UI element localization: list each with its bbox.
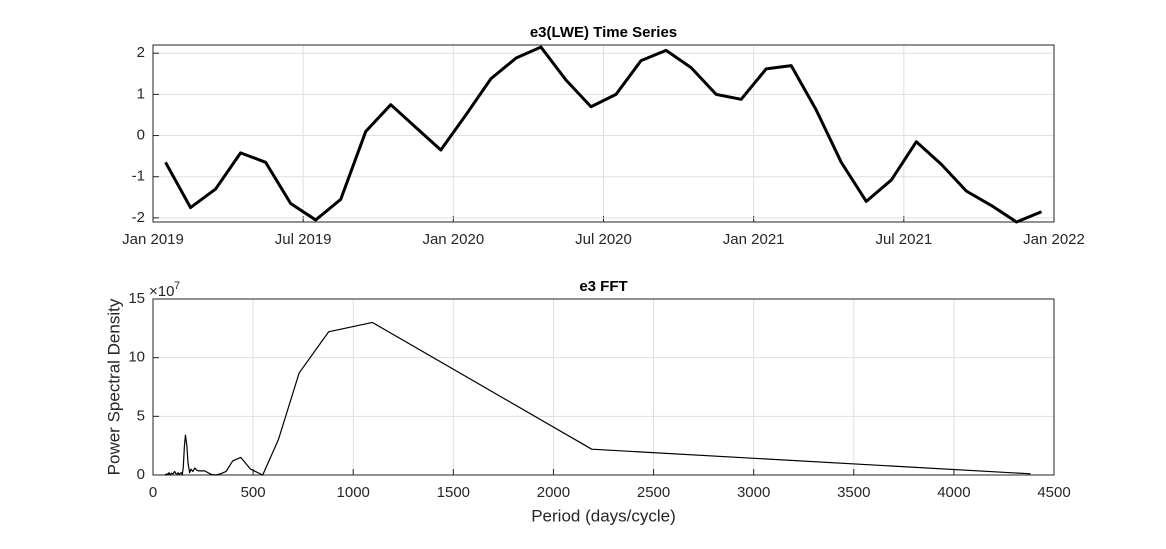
y-tick-label: 5 — [137, 407, 145, 424]
chart-title: e3 FFT — [579, 278, 627, 295]
y-axis-label: Power Spectral Density — [104, 298, 123, 475]
x-tick-label: Jan 2021 — [723, 231, 785, 248]
data-line — [164, 45, 1043, 224]
chart-title: e3(LWE) Time Series — [530, 24, 677, 41]
x-tick-label: Jul 2019 — [275, 231, 332, 248]
x-axis-label: Period (days/cycle) — [531, 506, 676, 525]
y-tick-label: 15 — [128, 290, 145, 307]
x-tick-label: 2500 — [637, 484, 670, 501]
x-tick-label: 1000 — [337, 484, 370, 501]
x-tick-label: 2000 — [537, 484, 570, 501]
x-tick-label: Jan 2022 — [1023, 231, 1085, 248]
data-line — [164, 321, 1031, 476]
x-tick-label: 500 — [241, 484, 266, 501]
axes-box — [152, 298, 1055, 476]
y-tick-label: 2 — [137, 44, 145, 61]
axes-frame — [152, 298, 1055, 476]
y-tick-label: -2 — [132, 209, 145, 226]
x-tick-label: Jan 2020 — [422, 231, 484, 248]
y-tick-label: -1 — [132, 168, 145, 185]
axes-frame — [152, 44, 1055, 223]
x-tick-label: Jul 2021 — [875, 231, 932, 248]
x-tick-label: 0 — [149, 484, 157, 501]
x-tick-label: Jul 2020 — [575, 231, 632, 248]
y-tick-label: 0 — [137, 466, 145, 483]
y-tick-label: 1 — [137, 85, 145, 102]
x-tick-label: 3500 — [837, 484, 870, 501]
x-tick-label: 4500 — [1037, 484, 1070, 501]
x-tick-label: 4000 — [937, 484, 970, 501]
y-tick-label: 0 — [137, 127, 145, 144]
x-tick-label: 3000 — [737, 484, 770, 501]
x-tick-label: Jan 2019 — [122, 231, 184, 248]
y-tick-label: 10 — [128, 349, 145, 366]
y-exponent-power: 7 — [174, 280, 180, 292]
x-tick-label: 1500 — [437, 484, 470, 501]
y-exponent-base: ×10 — [149, 283, 174, 300]
